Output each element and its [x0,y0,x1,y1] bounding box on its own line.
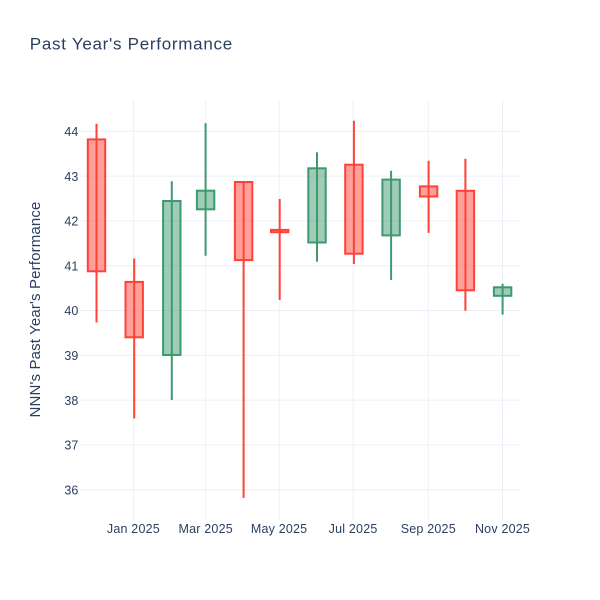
svg-text:38: 38 [64,394,78,408]
svg-text:May 2025: May 2025 [251,522,308,536]
svg-text:39: 39 [64,349,78,363]
svg-text:41: 41 [64,259,78,273]
svg-text:Mar 2025: Mar 2025 [178,522,232,536]
svg-text:43: 43 [64,170,78,184]
svg-text:Past Year's Performance: Past Year's Performance [30,35,233,54]
svg-text:36: 36 [64,483,78,497]
svg-text:37: 37 [64,439,78,453]
svg-text:Sep 2025: Sep 2025 [401,522,456,536]
svg-text:NNN's Past Year's Performance: NNN's Past Year's Performance [27,202,44,418]
svg-text:40: 40 [64,304,78,318]
svg-text:Jan 2025: Jan 2025 [107,522,160,536]
svg-text:44: 44 [64,125,78,139]
svg-text:Jul 2025: Jul 2025 [329,522,378,536]
svg-text:42: 42 [64,215,78,229]
svg-text:Nov 2025: Nov 2025 [475,522,530,536]
